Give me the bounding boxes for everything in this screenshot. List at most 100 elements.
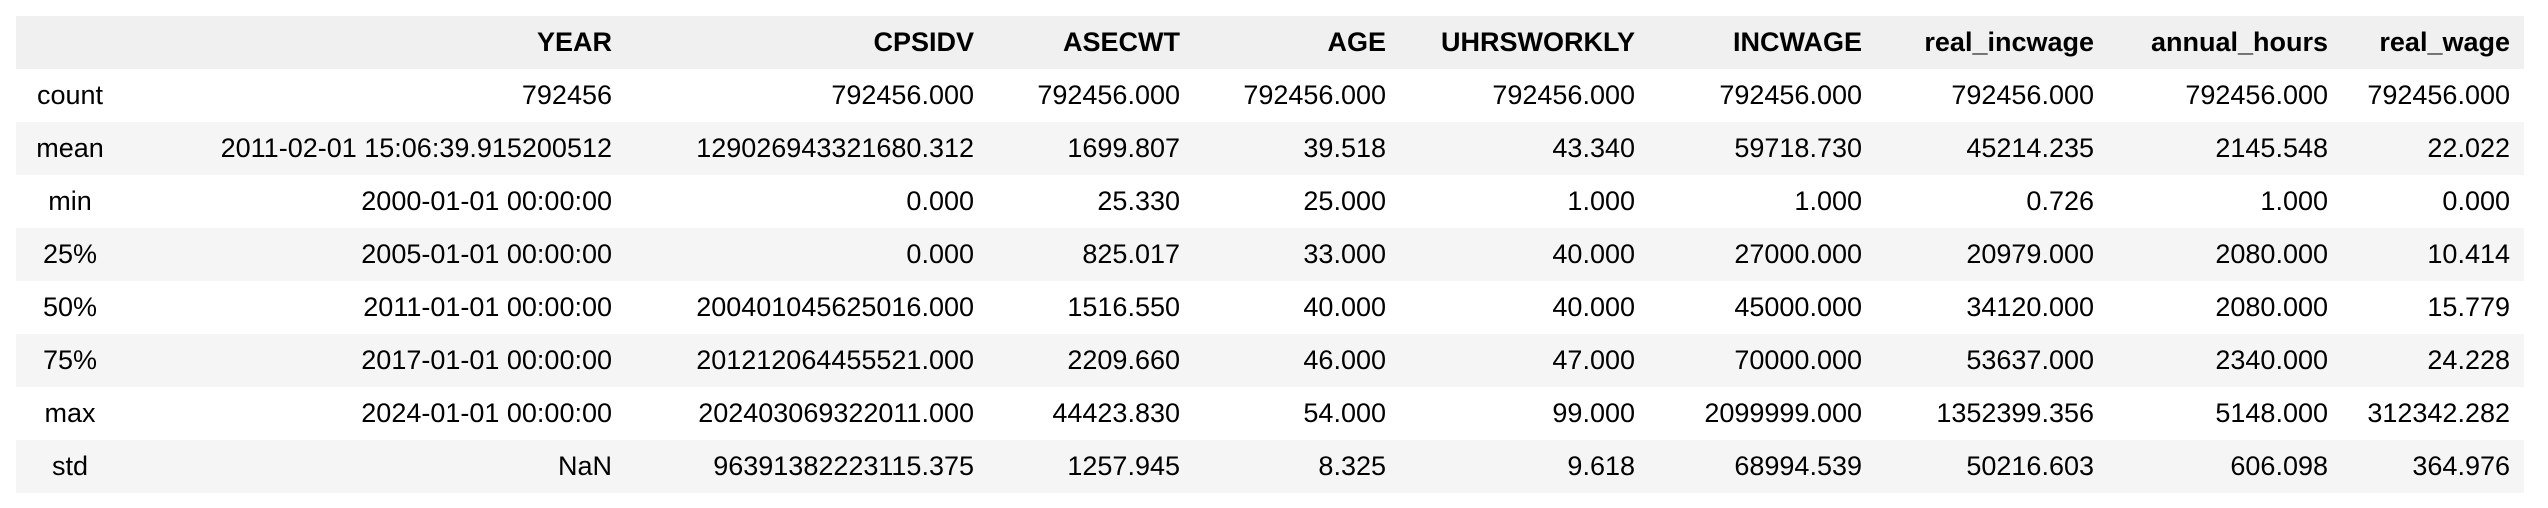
table-cell: 27000.000	[1734, 239, 1862, 269]
column-header-year: YEAR	[128, 16, 626, 69]
table-cell: 1699.807	[1067, 133, 1180, 163]
describe-table: YEAR CPSIDV ASECWT AGE UHRSWORKLY INCWAG…	[16, 16, 2524, 493]
table-cell: 5148.000	[2215, 398, 2328, 428]
table-cell: 0.000	[2442, 186, 2510, 216]
table-row: 50% 2011-01-01 00:00:00 200401045625016.00…	[16, 281, 2524, 334]
table-cell: 200401045625016.000	[696, 292, 974, 322]
table-cell: 46.000	[1303, 345, 1386, 375]
table-cell: 1.000	[1794, 186, 1862, 216]
table-row: std NaN 96391382223115.375 1257.945 8.325 9.6…	[16, 440, 2524, 493]
table-cell: 45000.000	[1734, 292, 1862, 322]
table-row: count 792456 792456.000 792456.000 792456.00…	[16, 69, 2524, 122]
table-cell: 9.618	[1567, 451, 1635, 481]
table-cell: 606.098	[2230, 451, 2328, 481]
table-cell: 34120.000	[1966, 292, 2094, 322]
table-cell: 2011-02-01 15:06:39.915200512	[220, 133, 612, 163]
table-cell: 1516.550	[1067, 292, 1180, 322]
table-cell: 2024-01-01 00:00:00	[361, 398, 612, 428]
table-cell: 40.000	[1552, 239, 1635, 269]
row-label: mean	[36, 133, 104, 163]
column-header-real-wage: real_wage	[2342, 16, 2524, 69]
row-label: 75%	[42, 345, 98, 375]
table-body: count 792456 792456.000 792456.000 792456.00…	[16, 69, 2524, 493]
table-cell: 202403069322011.000	[698, 398, 974, 428]
table-cell: 70000.000	[1734, 345, 1862, 375]
table-cell: 53637.000	[1966, 345, 2094, 375]
table-cell: 15.779	[2427, 292, 2510, 322]
table-cell: 96391382223115.375	[713, 451, 974, 481]
table-cell: 22.022	[2427, 133, 2510, 163]
table-cell: 364.976	[2412, 451, 2510, 481]
table-row: 25% 2005-01-01 00:00:00 0.000 825.017 33.000…	[16, 228, 2524, 281]
column-header-annual-hours: annual_hours	[2108, 16, 2342, 69]
table-cell: 50216.603	[1966, 451, 2094, 481]
table-cell: 43.340	[1552, 133, 1635, 163]
table-cell: 0.000	[906, 239, 974, 269]
table-cell: 792456	[521, 80, 612, 110]
table-cell: 2340.000	[2215, 345, 2328, 375]
table-cell: 1.000	[2260, 186, 2328, 216]
table-cell: 33.000	[1303, 239, 1386, 269]
table-cell: 792456.000	[831, 80, 974, 110]
table-cell: 2005-01-01 00:00:00	[361, 239, 612, 269]
row-label: 25%	[42, 239, 98, 269]
row-label: std	[51, 451, 89, 481]
table-cell: 45214.235	[1966, 133, 2094, 163]
row-label: count	[36, 80, 104, 110]
table-cell: 39.518	[1303, 133, 1386, 163]
column-header-uhrsworkly: UHRSWORKLY	[1400, 16, 1649, 69]
table-cell: 2017-01-01 00:00:00	[361, 345, 612, 375]
table-cell: 99.000	[1552, 398, 1635, 428]
table-cell: 1257.945	[1067, 451, 1180, 481]
table-cell: 8.325	[1318, 451, 1386, 481]
table-cell: 825.017	[1082, 239, 1180, 269]
table-cell: 2000-01-01 00:00:00	[361, 186, 612, 216]
table-cell: 44423.830	[1052, 398, 1180, 428]
row-label: min	[48, 186, 92, 216]
table-cell: 0.726	[2026, 186, 2094, 216]
table-cell: NaN	[557, 451, 612, 481]
header-row: YEAR CPSIDV ASECWT AGE UHRSWORKLY INCWAG…	[16, 16, 2524, 69]
table-cell: 20979.000	[1966, 239, 2094, 269]
column-header-cpsidv: CPSIDV	[626, 16, 988, 69]
table-cell: 0.000	[906, 186, 974, 216]
table-cell: 25.330	[1097, 186, 1180, 216]
table-cell: 2145.548	[2215, 133, 2328, 163]
table-cell: 24.228	[2427, 345, 2510, 375]
table-cell: 1.000	[1567, 186, 1635, 216]
column-header-incwage: INCWAGE	[1649, 16, 1876, 69]
table-cell: 792456.000	[1951, 80, 2094, 110]
table-cell: 792456.000	[1243, 80, 1386, 110]
table-row: min 2000-01-01 00:00:00 0.000 25.330 25.000 1…	[16, 175, 2524, 228]
dataframe-container: YEAR CPSIDV ASECWT AGE UHRSWORKLY INCWAG…	[16, 16, 2524, 493]
column-header-age: AGE	[1194, 16, 1400, 69]
table-cell: 68994.539	[1734, 451, 1862, 481]
table-row: max 2024-01-01 00:00:00 202403069322011.00…	[16, 387, 2524, 440]
column-header-asecwt: ASECWT	[988, 16, 1194, 69]
row-label: max	[44, 398, 96, 428]
table-cell: 40.000	[1303, 292, 1386, 322]
table-cell: 25.000	[1303, 186, 1386, 216]
table-cell: 792456.000	[1719, 80, 1862, 110]
table-cell: 2099999.000	[1704, 398, 1862, 428]
table-cell: 10.414	[2427, 239, 2510, 269]
table-cell: 2080.000	[2215, 292, 2328, 322]
table-cell: 1352399.356	[1936, 398, 2094, 428]
table-cell: 2011-01-01 00:00:00	[363, 292, 612, 322]
table-cell: 792456.000	[2367, 80, 2510, 110]
table-row: 75% 2017-01-01 00:00:00 201212064455521.00…	[16, 334, 2524, 387]
table-cell: 792456.000	[1492, 80, 1635, 110]
table-cell: 2209.660	[1067, 345, 1180, 375]
table-cell: 47.000	[1552, 345, 1635, 375]
table-cell: 201212064455521.000	[696, 345, 974, 375]
table-cell: 54.000	[1303, 398, 1386, 428]
index-header	[16, 16, 128, 69]
table-cell: 2080.000	[2215, 239, 2328, 269]
table-cell: 129026943321680.312	[696, 133, 974, 163]
column-header-real-incwage: real_incwage	[1876, 16, 2108, 69]
table-cell: 792456.000	[1037, 80, 1180, 110]
table-cell: 312342.282	[2367, 398, 2510, 428]
table-cell: 40.000	[1552, 292, 1635, 322]
row-label: 50%	[42, 292, 98, 322]
table-cell: 59718.730	[1734, 133, 1862, 163]
